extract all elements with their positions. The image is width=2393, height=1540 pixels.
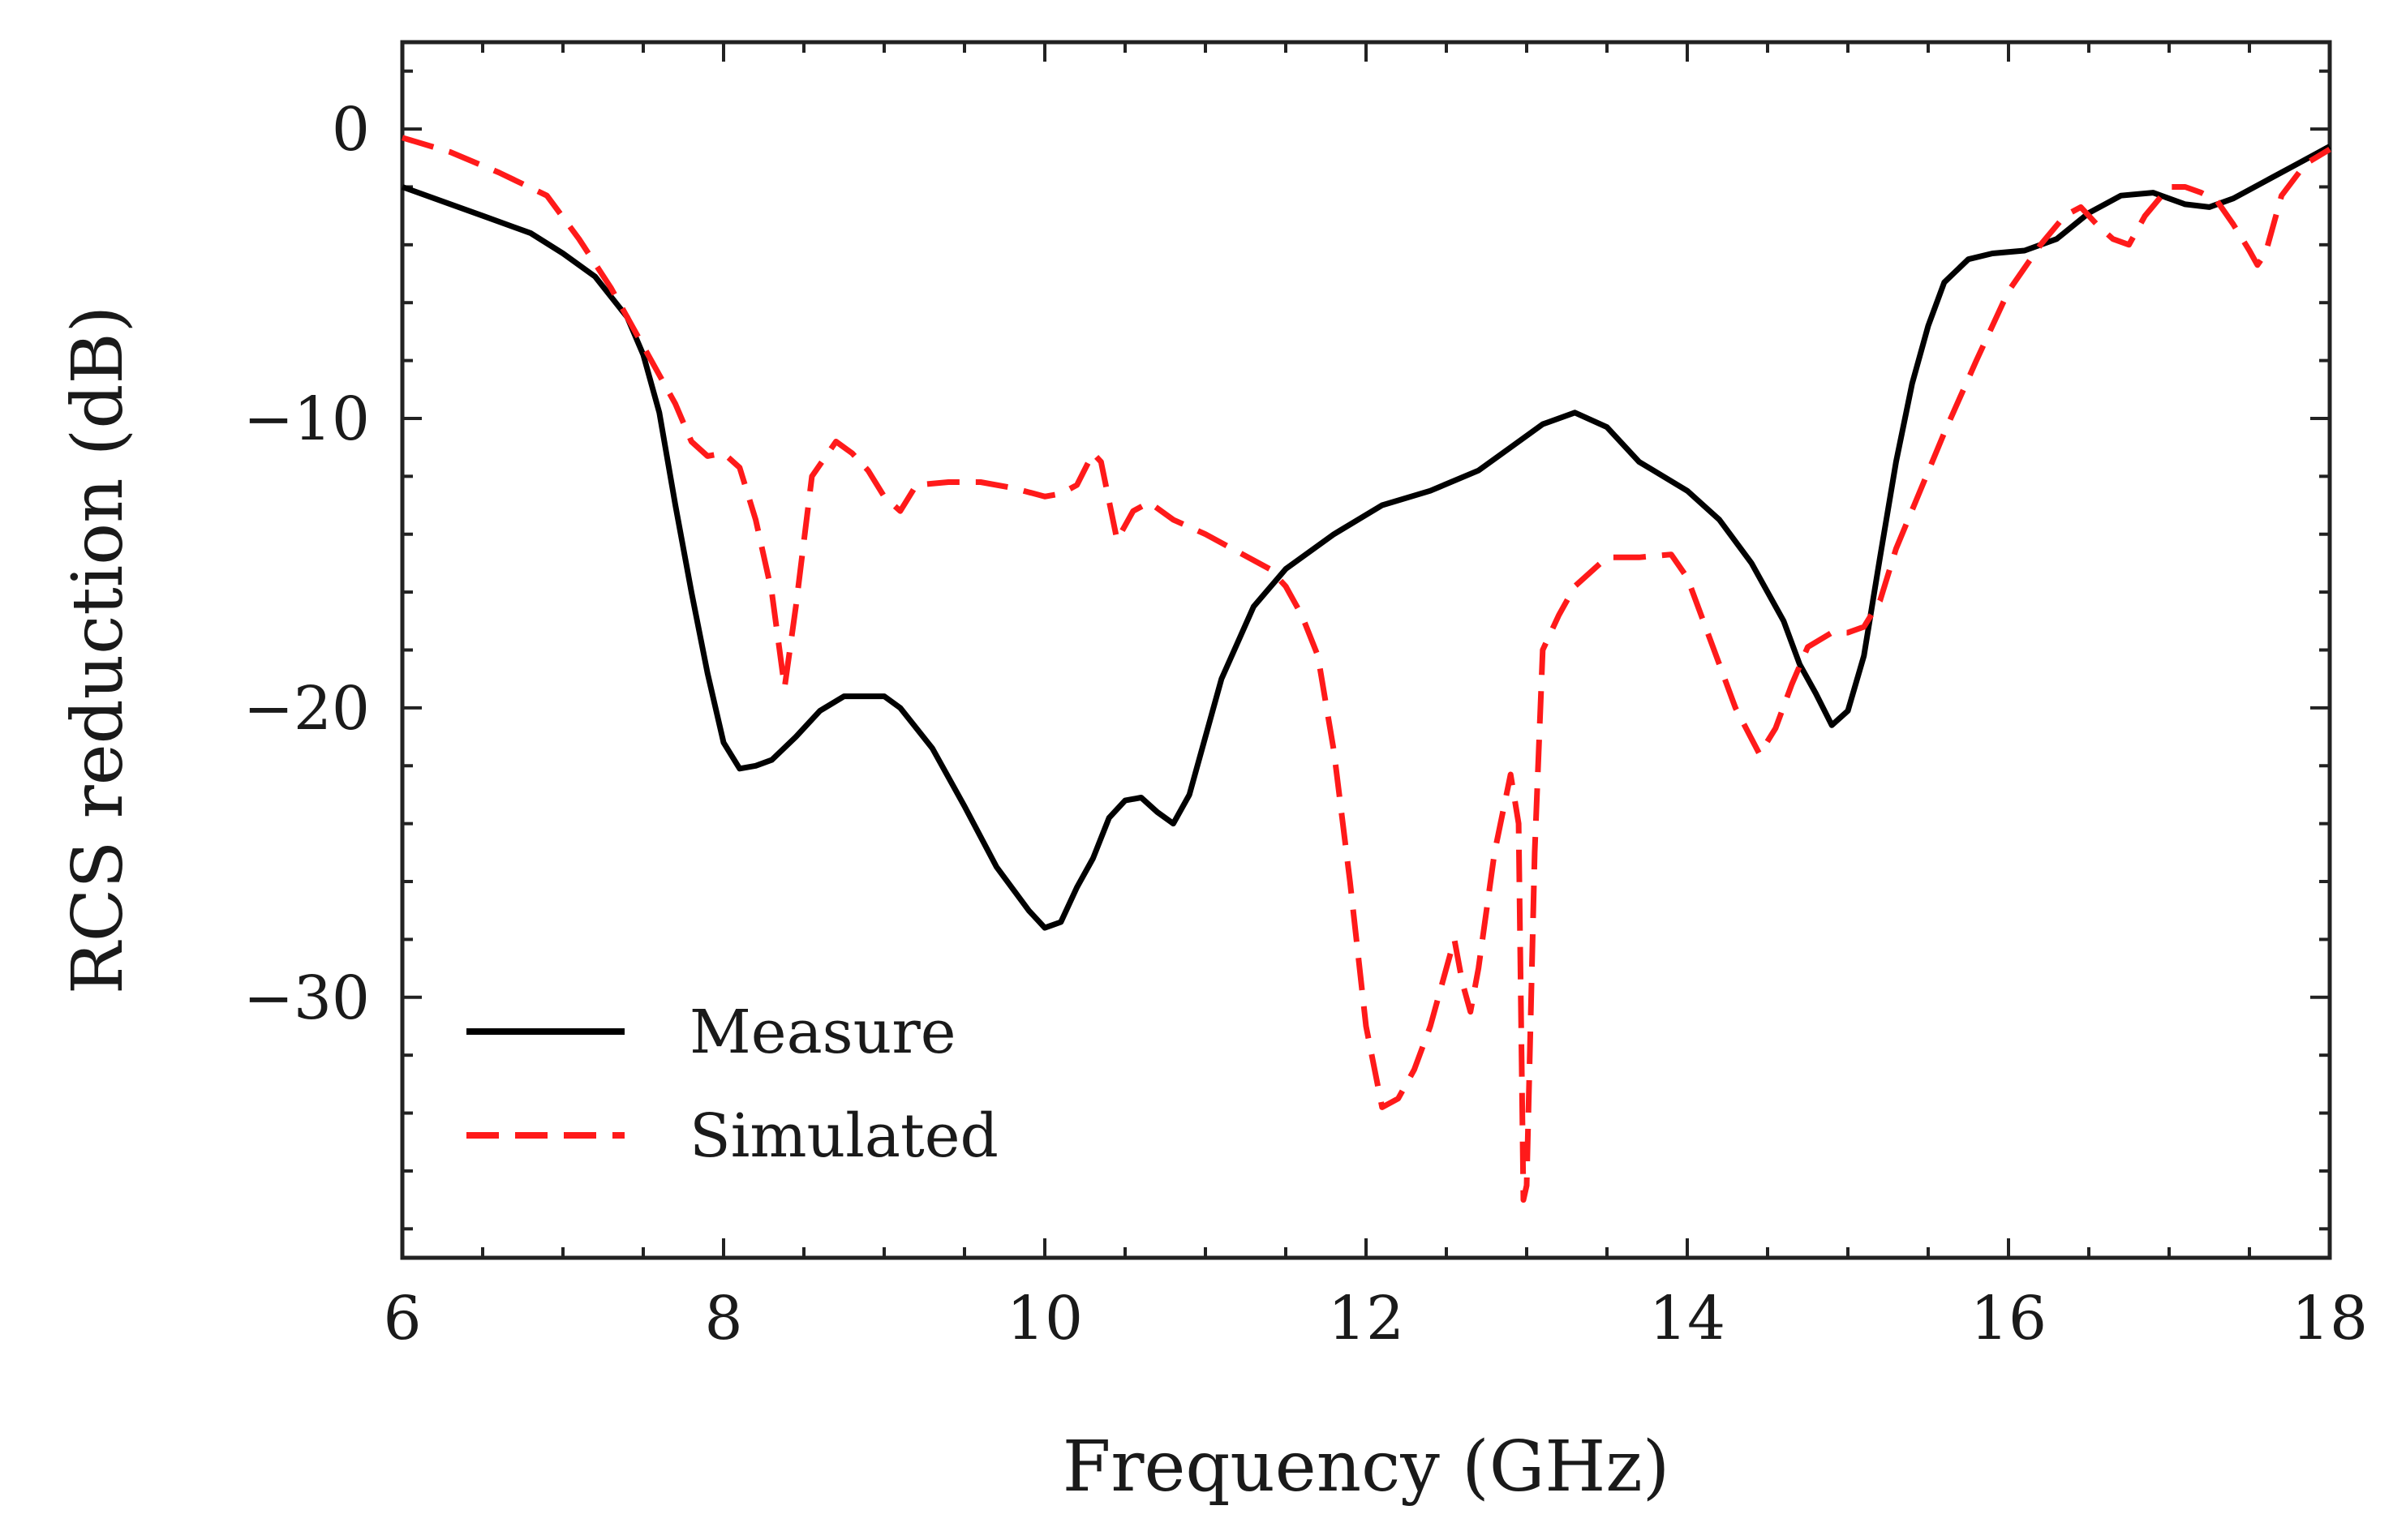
x-tick-label: 8: [704, 1284, 742, 1353]
plot-frame: [400, 40, 2332, 1260]
x-axis-title: Frequency (GHz): [1063, 1426, 1670, 1508]
x-tick-label: 14: [1649, 1284, 1725, 1353]
x-tick-label: 10: [1007, 1284, 1083, 1353]
legend-label-simulated: Simulated: [690, 1101, 999, 1171]
y-axis-title: RCS reduction (dB): [58, 306, 139, 994]
y-tick-label: −20: [243, 674, 370, 744]
x-tick-label: 16: [1970, 1284, 2047, 1353]
legend: Measure Simulated: [466, 997, 999, 1171]
y-tick-label: −30: [243, 963, 370, 1033]
y-tick-label: −10: [243, 384, 370, 454]
series-line-measure: [401, 144, 2331, 931]
plot-area: [400, 40, 2332, 1260]
y-tick-label: 0: [332, 95, 370, 165]
x-tick-label: 12: [1328, 1284, 1404, 1353]
series-line-simulated: [401, 135, 2331, 1203]
x-tick-labels: 6 8 10 12 14 16 18: [383, 1284, 2368, 1353]
x-tick-label: 18: [2292, 1284, 2368, 1353]
axis-ticks: [401, 42, 2331, 1258]
series-lines: [401, 135, 2331, 1203]
x-tick-label: 6: [383, 1284, 421, 1353]
legend-label-measure: Measure: [690, 997, 956, 1067]
y-tick-labels: 0 −10 −20 −30: [243, 95, 370, 1033]
